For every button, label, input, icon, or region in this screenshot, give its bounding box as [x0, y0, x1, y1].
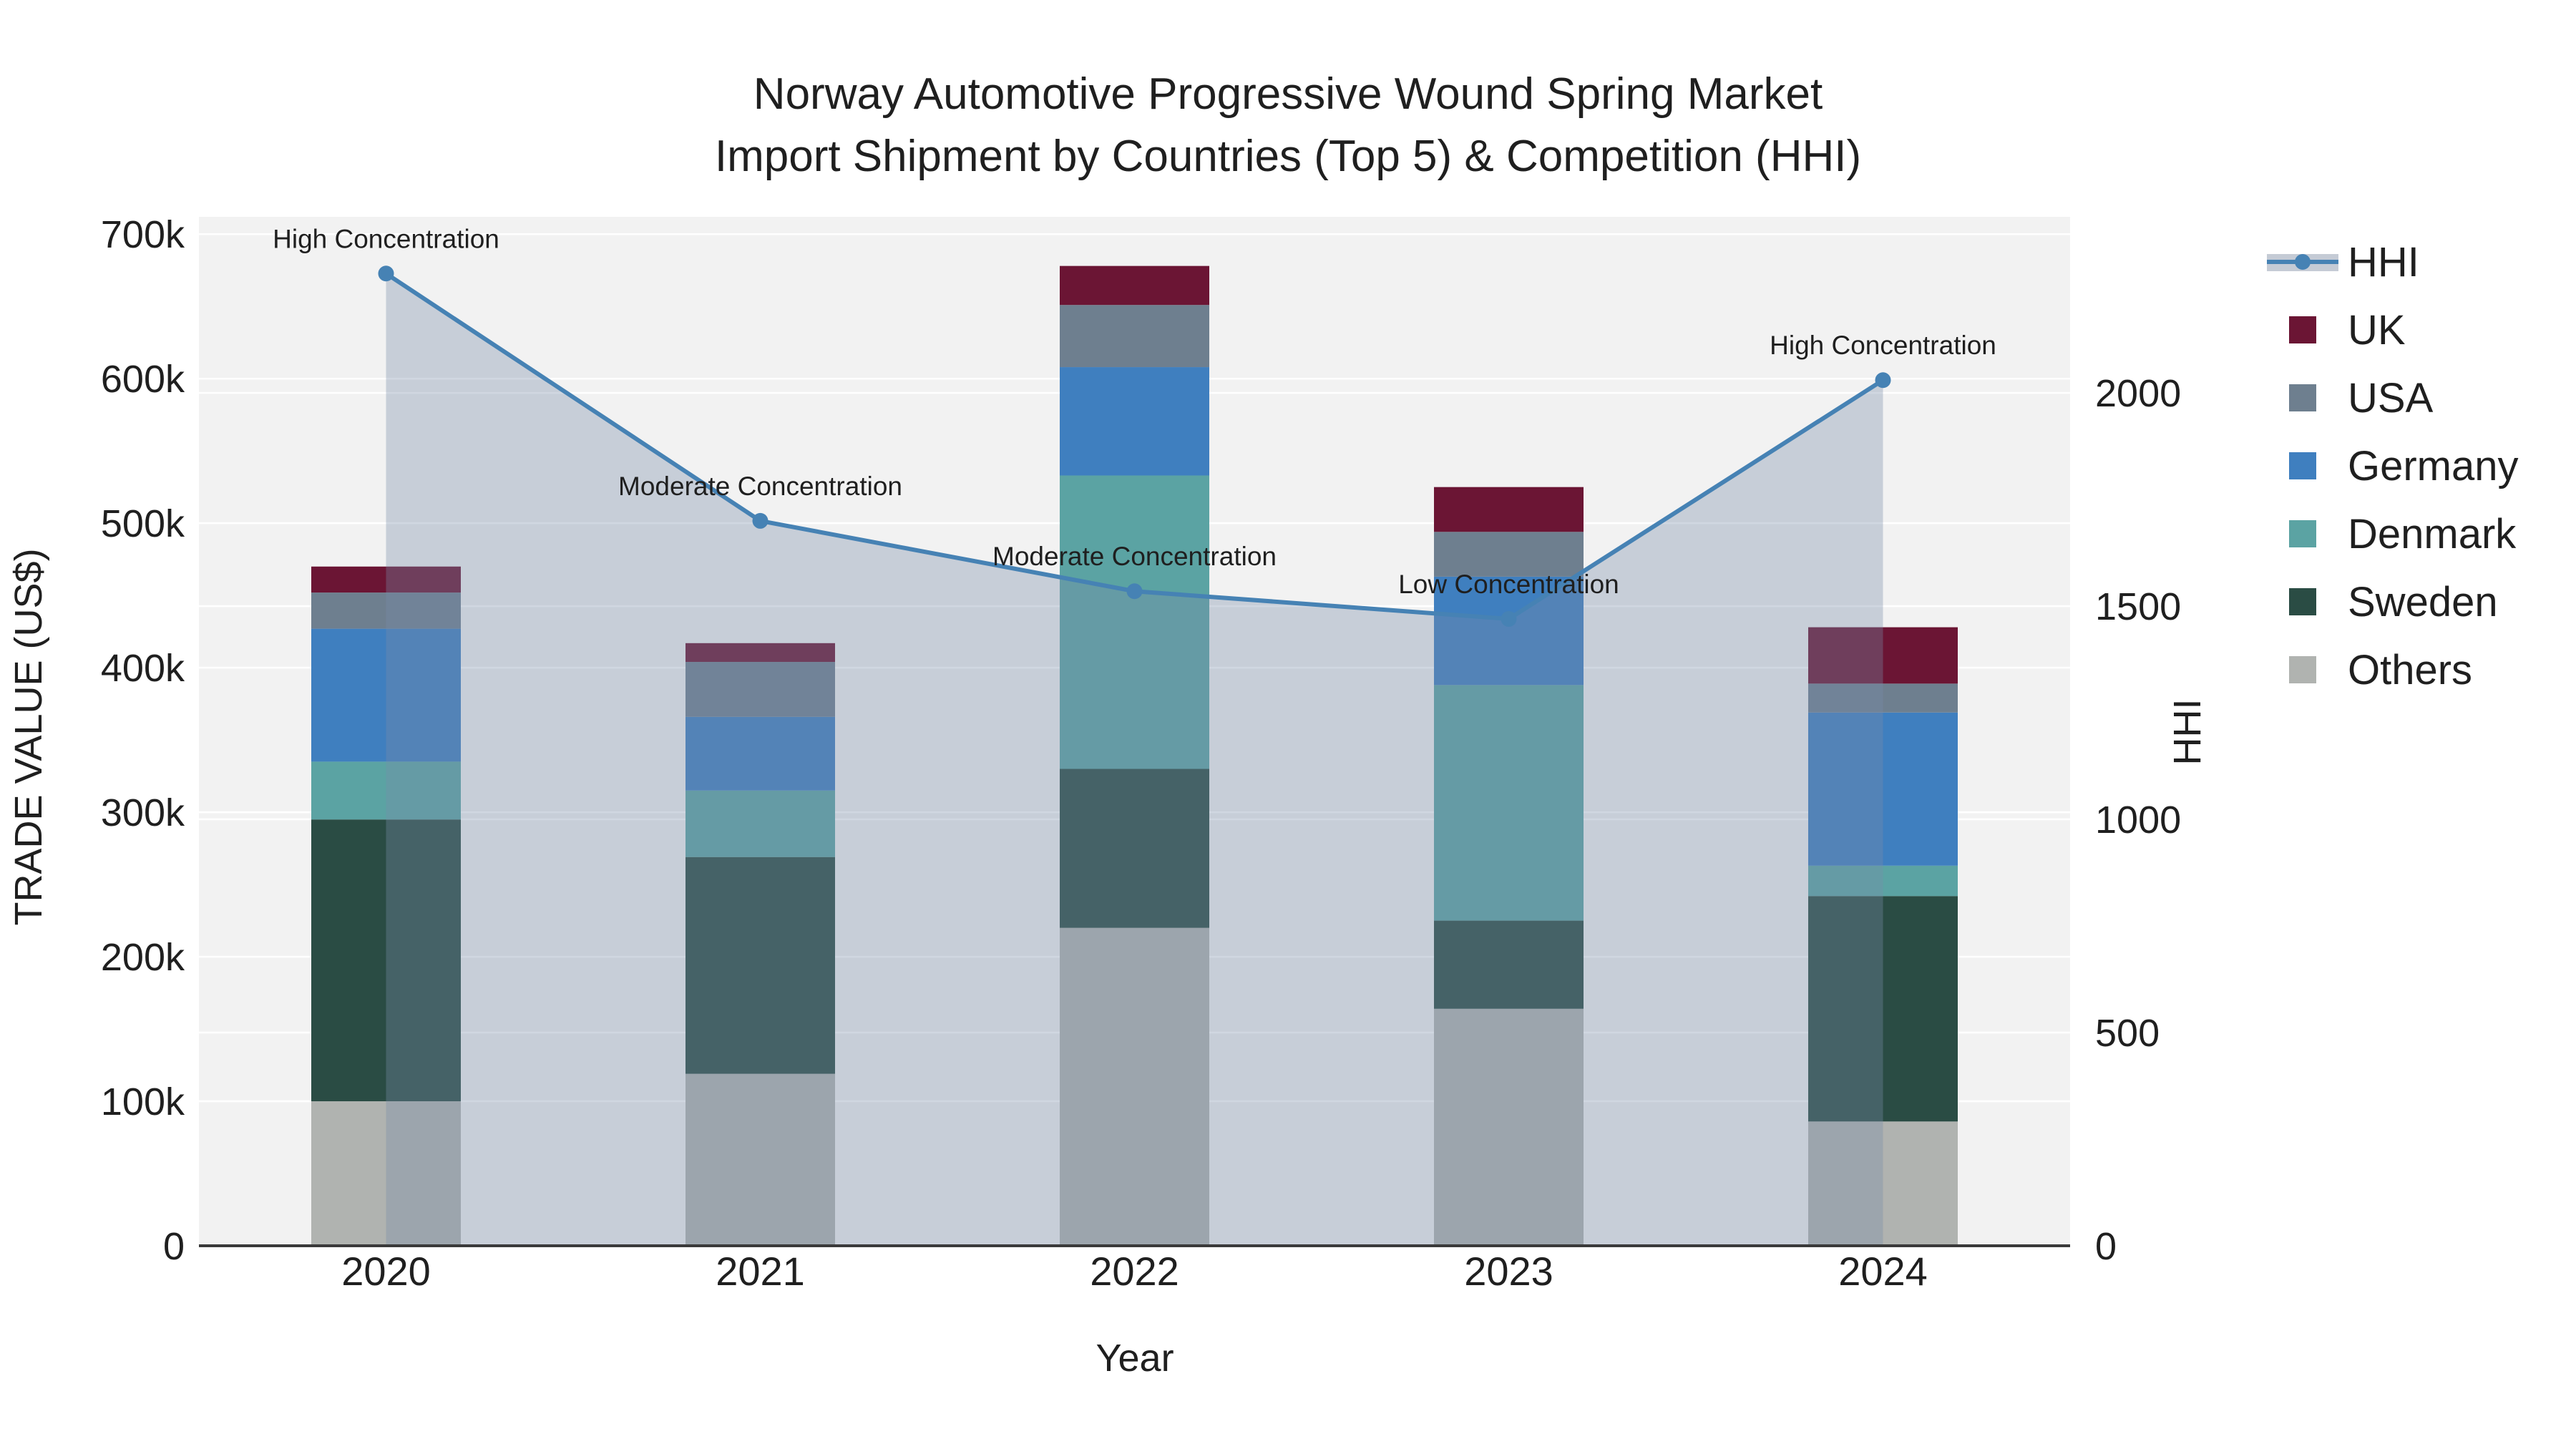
- bar-segment-usa-2021: [686, 662, 835, 717]
- annotation-2022: Moderate Concentration: [992, 542, 1277, 571]
- legend-swatch-denmark: [2289, 520, 2316, 547]
- y-right-tick-500: 500: [2095, 1012, 2160, 1055]
- x-tick-2023: 2023: [1464, 1249, 1553, 1294]
- hhi-marker-2023: [1501, 610, 1517, 627]
- bar-segment-germany-2024: [1808, 712, 1958, 866]
- legend-label-hhi: HHI: [2348, 239, 2419, 286]
- bar-segment-others-2020: [311, 1101, 461, 1246]
- bar-segment-others-2024: [1808, 1121, 1958, 1246]
- bar-segment-sweden-2024: [1808, 896, 1958, 1122]
- legend-label-germany: Germany: [2348, 443, 2519, 489]
- bar-segment-usa-2022: [1060, 305, 1209, 368]
- bar-segment-sweden-2021: [686, 857, 835, 1074]
- annotation-2024: High Concentration: [1770, 331, 1996, 360]
- bar-segment-denmark-2022: [1060, 475, 1209, 769]
- bar-segment-uk-2024: [1808, 627, 1958, 684]
- legend-swatch-usa: [2289, 384, 2316, 411]
- bar-segment-germany-2023: [1434, 576, 1584, 686]
- y-right-tick-1500: 1500: [2095, 585, 2181, 628]
- y-left-tick-600k: 600k: [101, 358, 185, 401]
- hhi-marker-2020: [378, 265, 394, 282]
- chart-title: Norway Automotive Progressive Wound Spri…: [753, 69, 1823, 119]
- legend-item-uk[interactable]: UK: [2289, 307, 2406, 353]
- bar-segment-uk-2020: [311, 566, 461, 593]
- bar-segment-denmark-2024: [1808, 865, 1958, 897]
- y-left-tick-500k: 500k: [101, 502, 185, 545]
- legend-label-uk: UK: [2348, 307, 2406, 353]
- y-right-tick-2000: 2000: [2095, 372, 2181, 415]
- bar-segment-sweden-2023: [1434, 920, 1584, 1009]
- y-axis-title-left: TRADE VALUE (US$): [7, 548, 50, 925]
- bar-segment-germany-2020: [311, 628, 461, 762]
- legend-swatch-germany: [2289, 452, 2316, 479]
- hhi-marker-2021: [752, 512, 769, 529]
- bar-segment-usa-2020: [311, 592, 461, 629]
- legend-item-sweden[interactable]: Sweden: [2289, 579, 2498, 625]
- annotation-2023: Low Concentration: [1398, 570, 1619, 599]
- bar-segment-denmark-2023: [1434, 685, 1584, 921]
- x-tick-2021: 2021: [716, 1249, 805, 1294]
- legend-swatch-uk: [2289, 316, 2316, 343]
- bar-segment-sweden-2020: [311, 819, 461, 1102]
- bar-segment-others-2021: [686, 1073, 835, 1246]
- y-left-tick-200k: 200k: [101, 936, 185, 979]
- x-axis-title: Year: [1096, 1337, 1174, 1380]
- hhi-marker-2024: [1875, 372, 1891, 389]
- y-left-tick-400k: 400k: [101, 647, 185, 690]
- annotation-2020: High Concentration: [273, 224, 499, 253]
- bar-segment-sweden-2022: [1060, 769, 1209, 928]
- legend-item-denmark[interactable]: Denmark: [2289, 511, 2517, 557]
- y-right-tick-0: 0: [2095, 1225, 2117, 1268]
- legend-item-germany[interactable]: Germany: [2289, 443, 2519, 489]
- x-tick-2022: 2022: [1090, 1249, 1179, 1294]
- annotation-2021: Moderate Concentration: [618, 472, 902, 501]
- y-left-tick-700k: 700k: [101, 213, 185, 256]
- bar-segment-germany-2021: [686, 716, 835, 791]
- bar-segment-germany-2022: [1060, 367, 1209, 476]
- hhi-area-fill: [386, 273, 1883, 1246]
- chart-subtitle: Import Shipment by Countries (Top 5) & C…: [715, 132, 1861, 181]
- legend-item-hhi[interactable]: HHI: [2267, 239, 2419, 286]
- legend-item-others[interactable]: Others: [2289, 647, 2472, 693]
- y-left-tick-100k: 100k: [101, 1080, 185, 1123]
- legend-label-denmark: Denmark: [2348, 511, 2517, 557]
- bar-segment-usa-2023: [1434, 532, 1584, 577]
- legend-item-usa[interactable]: USA: [2289, 375, 2434, 421]
- bar-segment-others-2023: [1434, 1008, 1584, 1246]
- x-tick-2020: 2020: [341, 1249, 431, 1294]
- bar-segment-denmark-2021: [686, 790, 835, 857]
- legend-label-sweden: Sweden: [2348, 579, 2498, 625]
- legend-label-others: Others: [2348, 647, 2472, 693]
- legend-swatch-sweden: [2289, 588, 2316, 615]
- bar-segment-uk-2023: [1434, 487, 1584, 532]
- bar-segment-usa-2024: [1808, 683, 1958, 713]
- y-left-tick-300k: 300k: [101, 791, 185, 834]
- bar-segment-others-2022: [1060, 927, 1209, 1246]
- x-tick-2024: 2024: [1838, 1249, 1928, 1294]
- legend-hhi-marker: [2295, 254, 2311, 270]
- legend-swatch-others: [2289, 656, 2316, 683]
- bar-segment-uk-2022: [1060, 265, 1209, 306]
- hhi-marker-2022: [1126, 583, 1143, 600]
- bar-segment-uk-2021: [686, 643, 835, 663]
- bar-segment-denmark-2020: [311, 761, 461, 820]
- y-axis-title-right: HHI: [2166, 699, 2209, 766]
- y-right-tick-1000: 1000: [2095, 799, 2181, 841]
- legend-label-usa: USA: [2348, 375, 2434, 421]
- y-left-tick-0: 0: [163, 1225, 185, 1268]
